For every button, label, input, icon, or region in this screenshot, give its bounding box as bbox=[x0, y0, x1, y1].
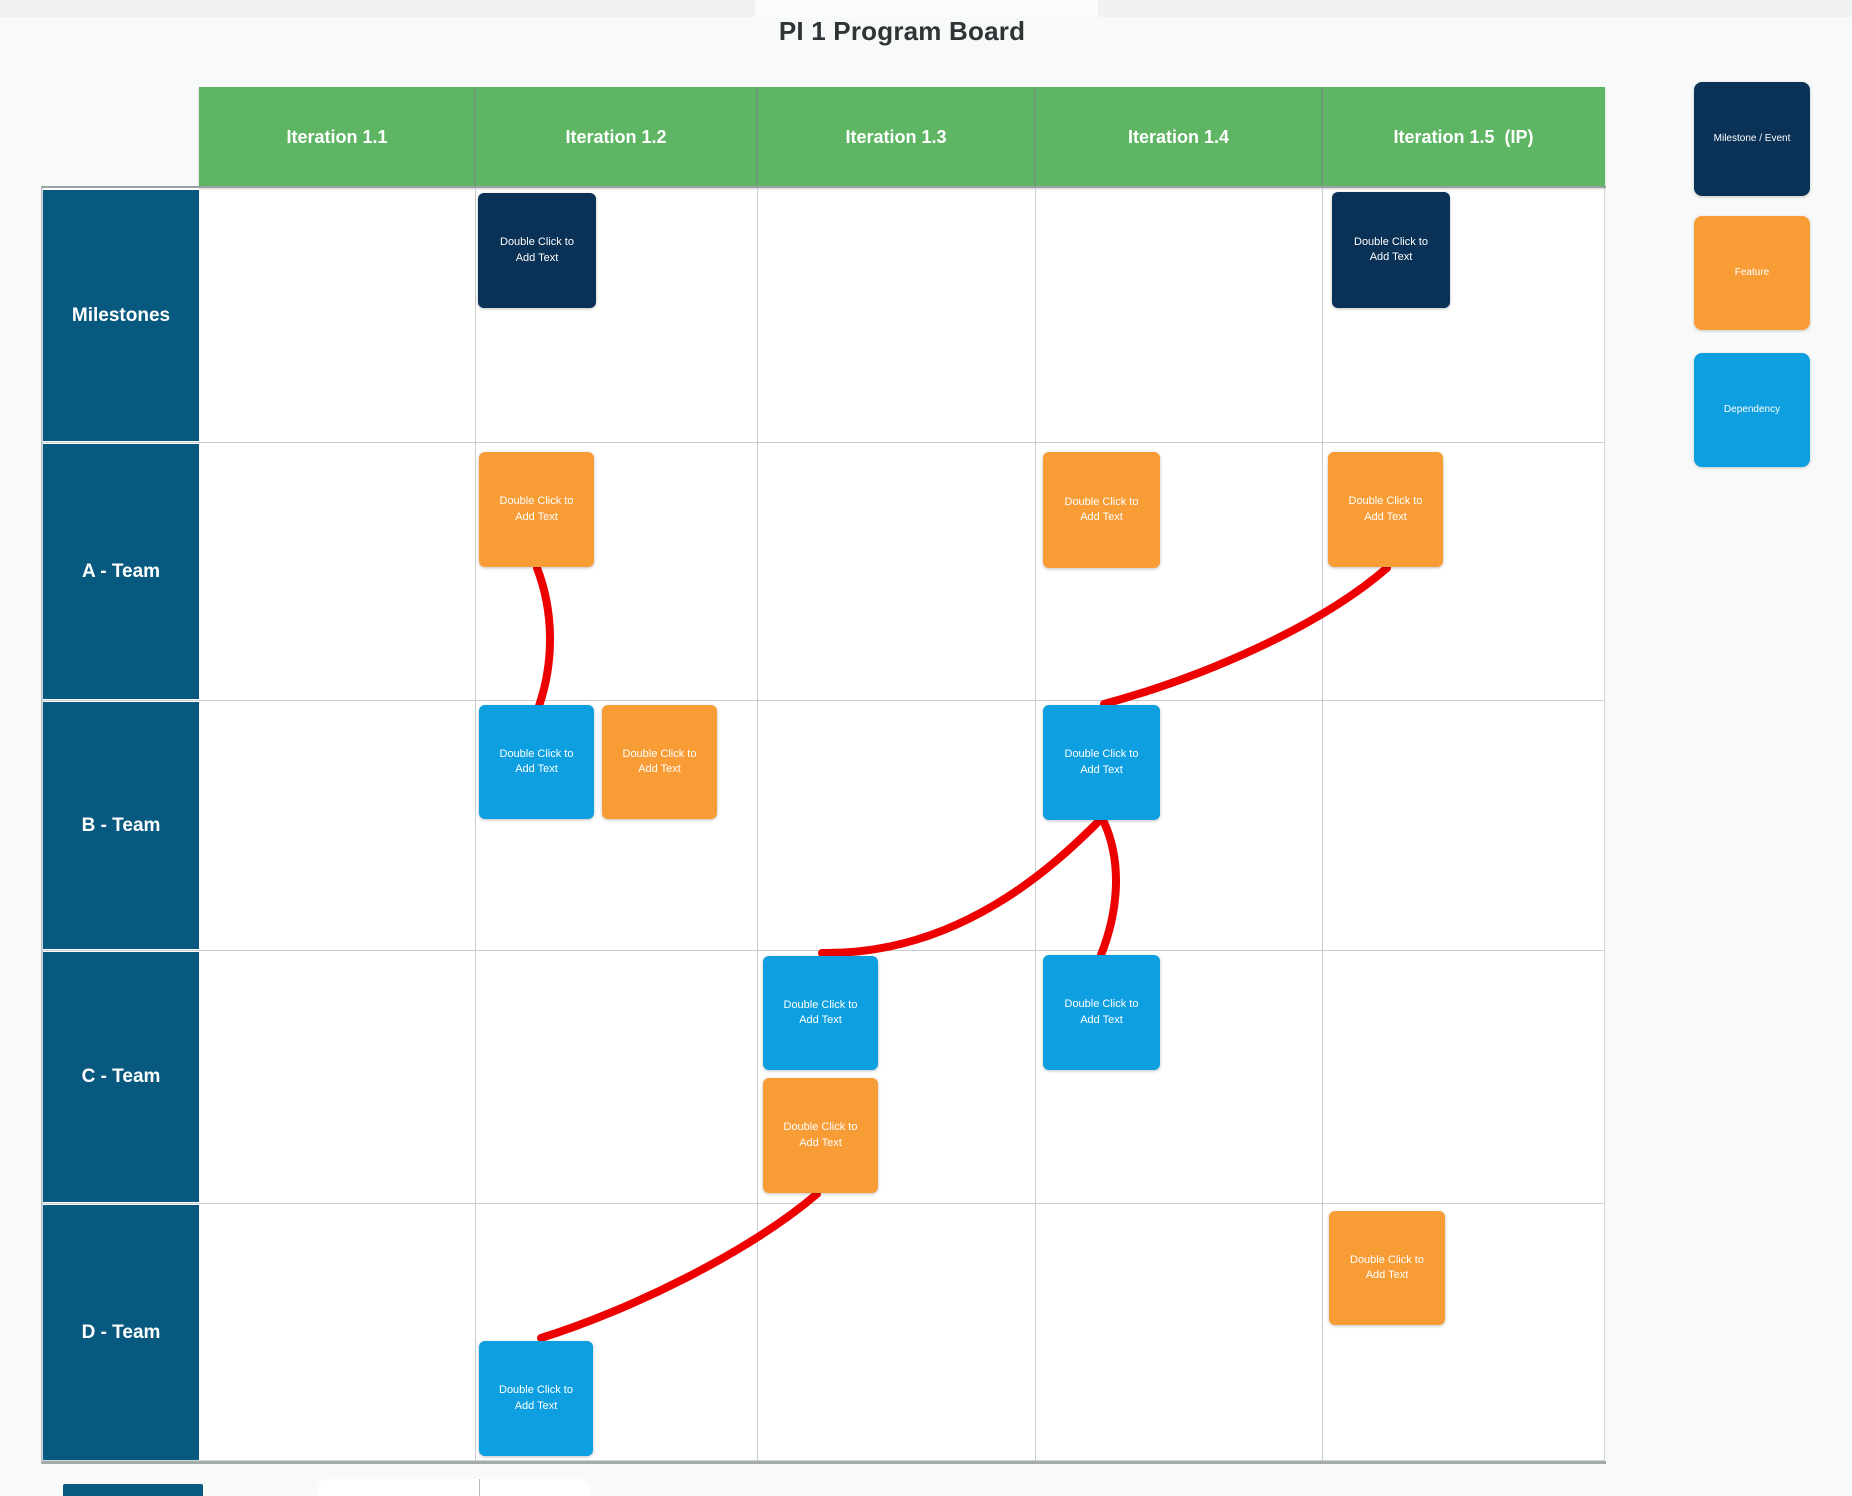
column-grid-line bbox=[757, 188, 758, 1461]
column-grid-line bbox=[475, 188, 476, 1461]
card-feature[interactable]: Double Click to Add Text bbox=[602, 705, 717, 819]
row-label-c-team[interactable]: C - Team bbox=[43, 952, 199, 1202]
row-label-d-team[interactable]: D - Team bbox=[43, 1205, 199, 1460]
card-dependency[interactable]: Double Click to Add Text bbox=[479, 705, 594, 819]
legend-label: Feature bbox=[1734, 266, 1770, 278]
row-label-a-team[interactable]: A - Team bbox=[43, 444, 199, 699]
row-grid-line bbox=[41, 950, 1605, 951]
partial-grid-line bbox=[479, 1479, 480, 1496]
card-feature[interactable]: Double Click to Add Text bbox=[1329, 1211, 1445, 1325]
partial-offscreen-shape bbox=[318, 1479, 590, 1496]
card-placeholder-text: Double Click to Add Text bbox=[1354, 235, 1428, 263]
iteration-header-label: Iteration 1.5 (IP) bbox=[1393, 127, 1534, 147]
grid-bottom-border bbox=[41, 1461, 1606, 1464]
card-placeholder-text: Double Click to Add Text bbox=[1350, 1253, 1424, 1281]
partial-next-row-label bbox=[63, 1484, 203, 1496]
iteration-header-cell[interactable]: Iteration 1.2 bbox=[475, 87, 757, 188]
card-milestone[interactable]: Double Click to Add Text bbox=[1332, 192, 1450, 308]
card-placeholder-text: Double Click to Add Text bbox=[783, 1121, 858, 1149]
card-placeholder-text: Double Click to Add Text bbox=[499, 495, 574, 523]
legend-feature[interactable]: Feature bbox=[1694, 216, 1810, 330]
header-divider-line bbox=[475, 87, 476, 188]
card-placeholder-text: Double Click to Add Text bbox=[499, 1384, 573, 1412]
legend-dependency[interactable]: Dependency bbox=[1694, 353, 1810, 467]
card-placeholder-text: Double Click to Add Text bbox=[1348, 495, 1423, 523]
grid-left-border bbox=[41, 186, 42, 1463]
legend-label: Milestone / Event bbox=[1713, 132, 1791, 144]
card-placeholder-text: Double Click to Add Text bbox=[1064, 495, 1139, 523]
header-divider-line bbox=[1322, 87, 1323, 188]
column-grid-line bbox=[1322, 188, 1323, 1461]
header-divider-line bbox=[757, 87, 758, 188]
legend-label: Dependency bbox=[1723, 403, 1781, 415]
iteration-header-label: Iteration 1.4 bbox=[1127, 127, 1230, 147]
iteration-header-label: Iteration 1.2 bbox=[565, 127, 667, 147]
card-dependency[interactable]: Double Click to Add Text bbox=[1043, 705, 1160, 820]
card-placeholder-text: Double Click to Add Text bbox=[499, 747, 574, 775]
iteration-header-cell[interactable]: Iteration 1.4 bbox=[1035, 87, 1322, 188]
row-label-b-team[interactable]: B - Team bbox=[43, 702, 199, 949]
card-placeholder-text: Double Click to Add Text bbox=[1064, 748, 1139, 776]
card-feature[interactable]: Double Click to Add Text bbox=[1043, 452, 1160, 568]
row-grid-line bbox=[41, 442, 1605, 443]
column-grid-line bbox=[1035, 188, 1036, 1461]
iteration-header-cell[interactable]: Iteration 1.5 (IP) bbox=[1322, 87, 1605, 188]
iteration-header-cell[interactable]: Iteration 1.3 bbox=[757, 87, 1035, 188]
card-feature[interactable]: Double Click to Add Text bbox=[1328, 452, 1443, 567]
card-placeholder-text: Double Click to Add Text bbox=[622, 747, 697, 775]
card-placeholder-text: Double Click to Add Text bbox=[1064, 998, 1139, 1026]
row-grid-line bbox=[41, 1203, 1605, 1204]
header-bottom-border bbox=[41, 186, 1606, 188]
card-dependency[interactable]: Double Click to Add Text bbox=[479, 1341, 593, 1456]
card-feature[interactable]: Double Click to Add Text bbox=[479, 452, 594, 567]
card-placeholder-text: Double Click to Add Text bbox=[500, 236, 574, 264]
iteration-header-label: Iteration 1.1 bbox=[286, 127, 388, 147]
card-feature[interactable]: Double Click to Add Text bbox=[763, 1078, 878, 1193]
row-grid-line bbox=[41, 700, 1605, 701]
board-title[interactable]: PI 1 Program Board bbox=[778, 16, 1026, 46]
card-dependency[interactable]: Double Click to Add Text bbox=[1043, 955, 1160, 1070]
iteration-header-label: Iteration 1.3 bbox=[845, 127, 947, 147]
row-label-milestones[interactable]: Milestones bbox=[43, 190, 199, 441]
legend-milestone[interactable]: Milestone / Event bbox=[1694, 82, 1810, 196]
iteration-header-cell[interactable]: Iteration 1.1 bbox=[199, 87, 475, 188]
top-strip-gap bbox=[755, 0, 1098, 17]
card-milestone[interactable]: Double Click to Add Text bbox=[478, 193, 596, 308]
card-dependency[interactable]: Double Click to Add Text bbox=[763, 956, 878, 1070]
header-divider-line bbox=[1035, 87, 1036, 188]
card-placeholder-text: Double Click to Add Text bbox=[783, 998, 858, 1026]
